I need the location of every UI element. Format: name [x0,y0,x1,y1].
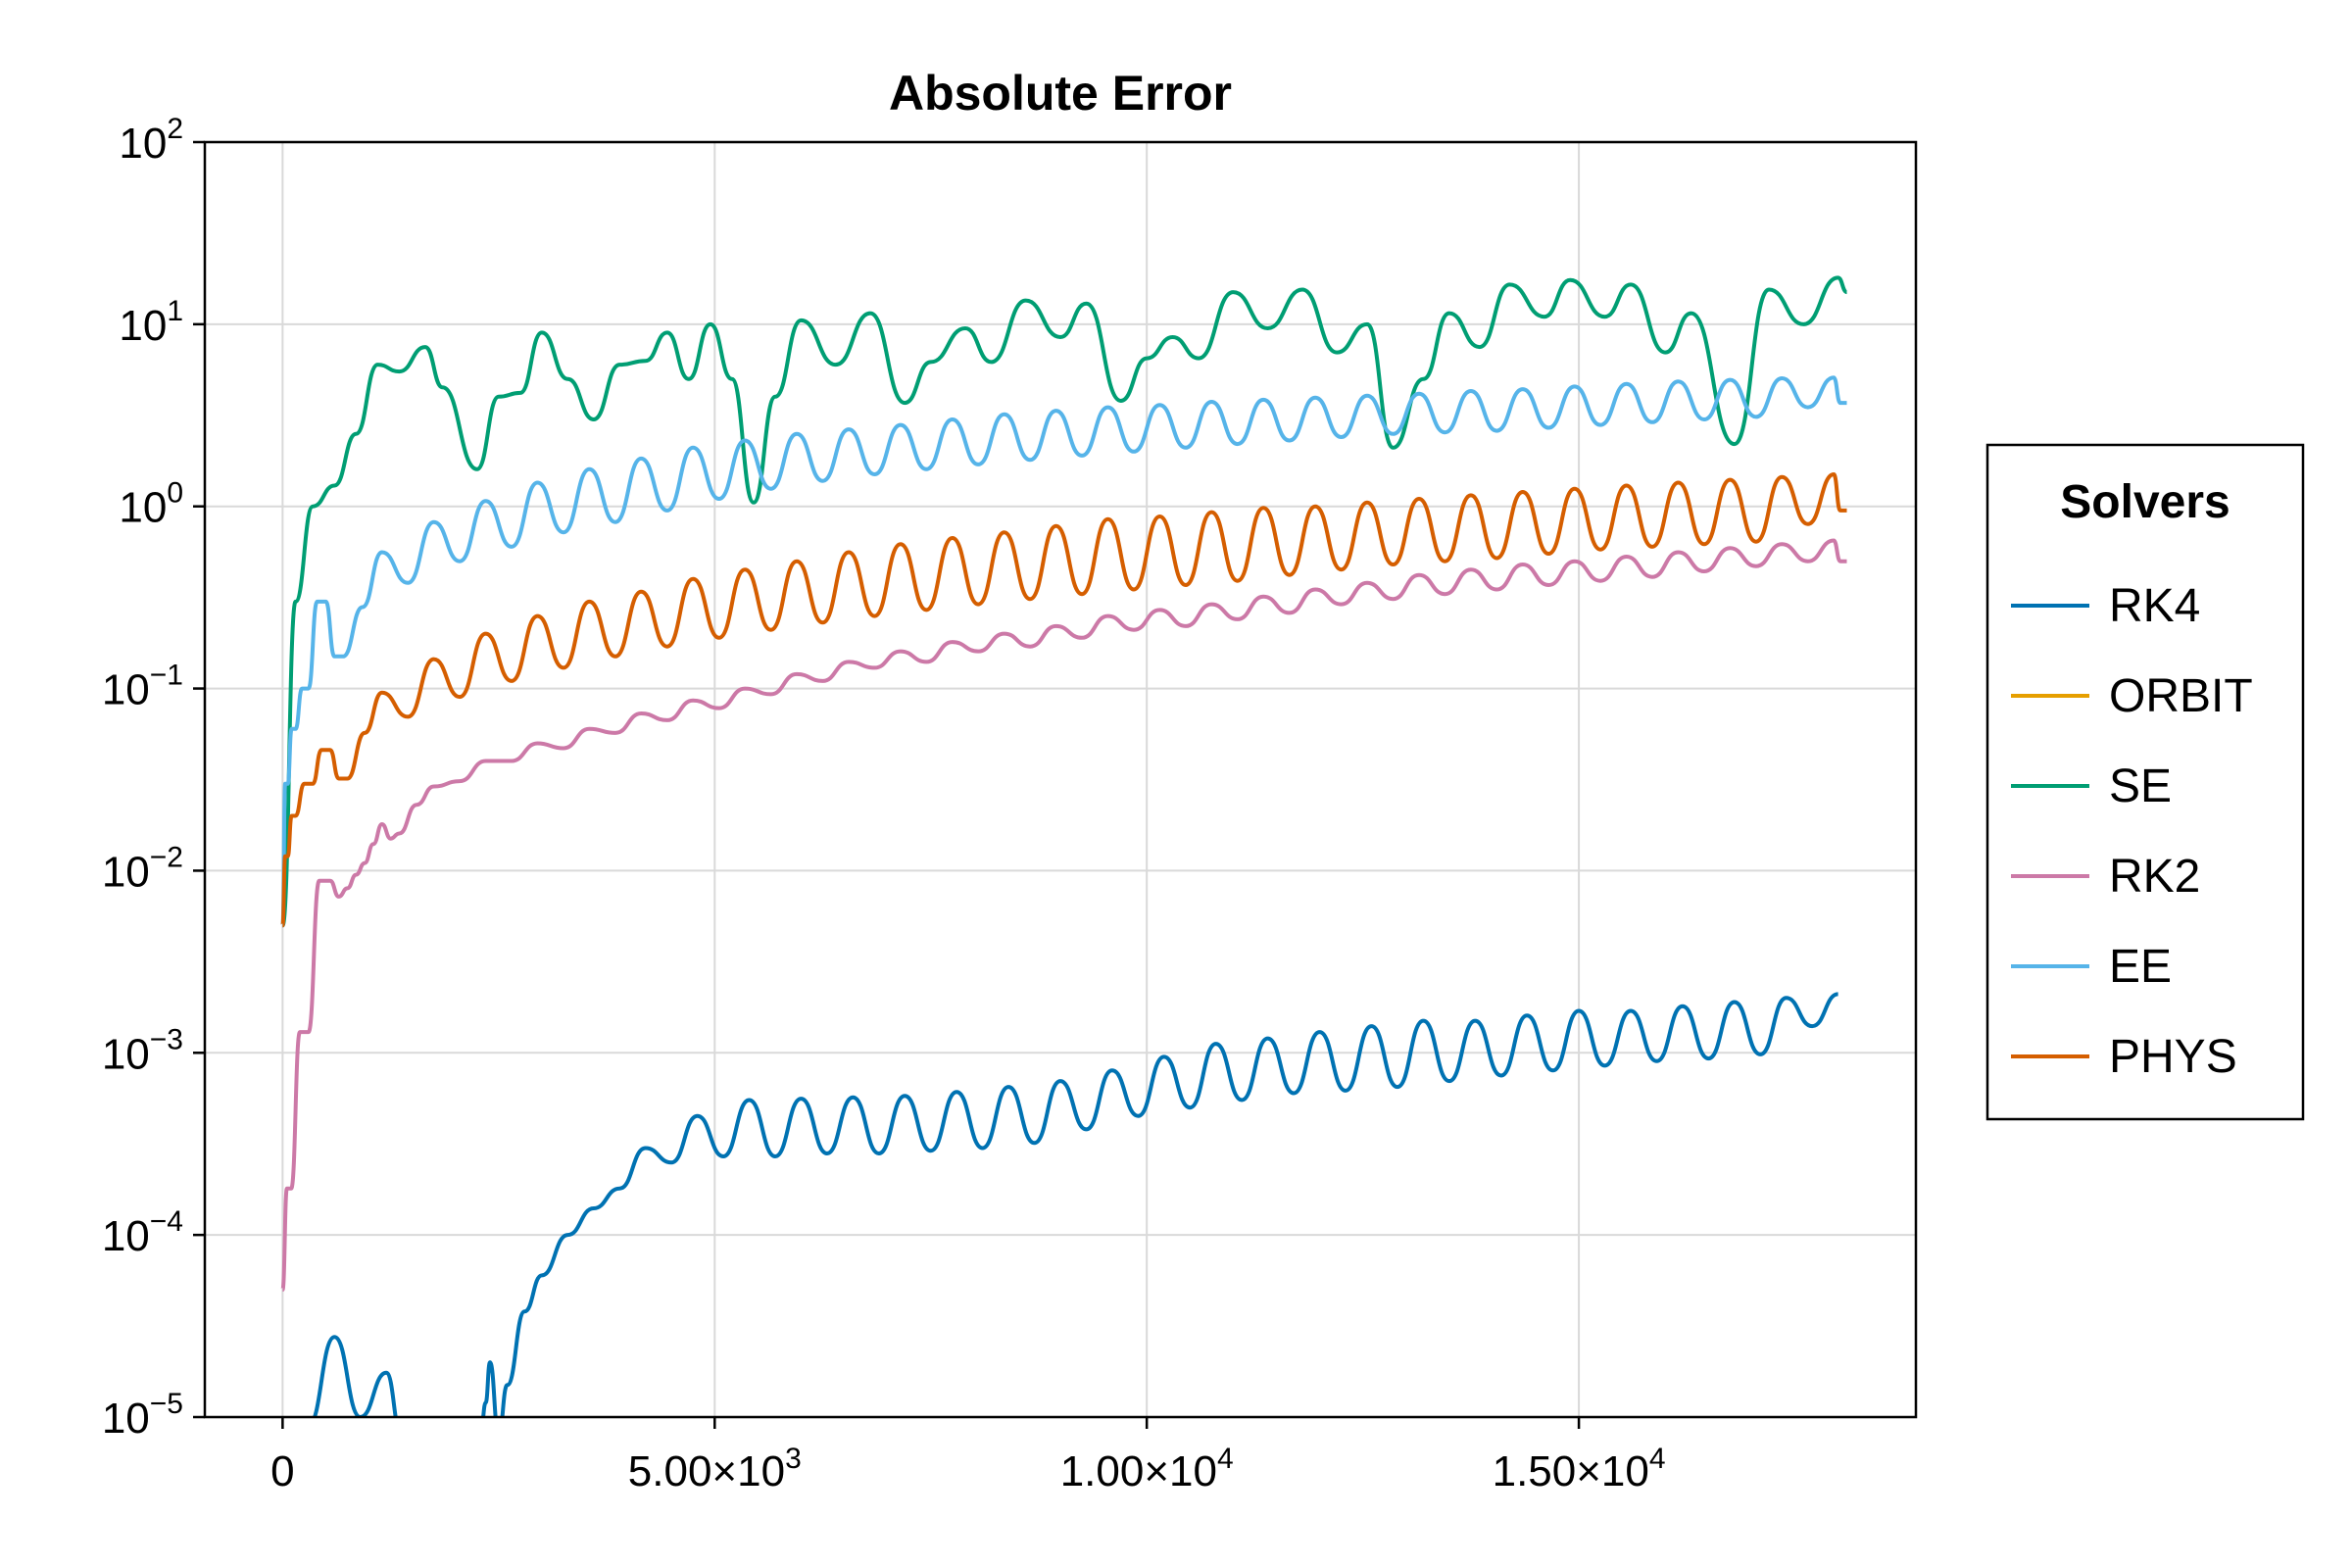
y-tick-label: 10−5 [102,1388,183,1443]
series-layer [280,275,1848,1417]
chart-title: Absolute Error [889,66,1232,121]
y-tick-label: 100 [119,477,183,532]
legend: Solvers RK4 ORBIT SE RK2 EE PHYS [1985,443,2305,1121]
y-axis-ticks: 102 101 100 10−1 10−2 10−3 10−4 10−5 [102,113,205,1443]
y-tick-label: 10−3 [102,1023,183,1078]
legend-label-orbit: ORBIT [2109,670,2253,722]
series-line-ee [280,375,1847,928]
legend-box [1985,443,2305,1121]
y-tick-label: 10−4 [102,1205,183,1260]
legend-label-se: SE [2109,760,2172,812]
x-axis-ticks: 0 5.00×103 1.00×104 1.50×104 [270,1417,1666,1495]
x-tick-label: 5.00×103 [628,1443,802,1495]
series-line-se [280,275,1848,928]
x-tick-label: 0 [270,1447,294,1495]
legend-label-rk4: RK4 [2109,580,2200,632]
y-tick-label: 10−2 [102,841,183,896]
legend-title: Solvers [2060,476,2230,528]
x-tick-label: 1.00×104 [1060,1443,1234,1495]
y-tick-label: 102 [119,113,183,168]
legend-label-ee: EE [2109,941,2172,993]
y-tick-label: 10−1 [102,660,183,714]
series-line-rk2 [280,538,1847,1293]
x-tick-label: 1.50×104 [1493,1443,1666,1495]
y-tick-label: 101 [119,295,183,350]
series-line-phys [280,472,1847,928]
series-line-rk4 [312,992,1839,1417]
legend-label-rk2: RK2 [2109,851,2200,903]
plot-frame [203,140,1918,1419]
legend-label-phys: PHYS [2109,1031,2237,1083]
